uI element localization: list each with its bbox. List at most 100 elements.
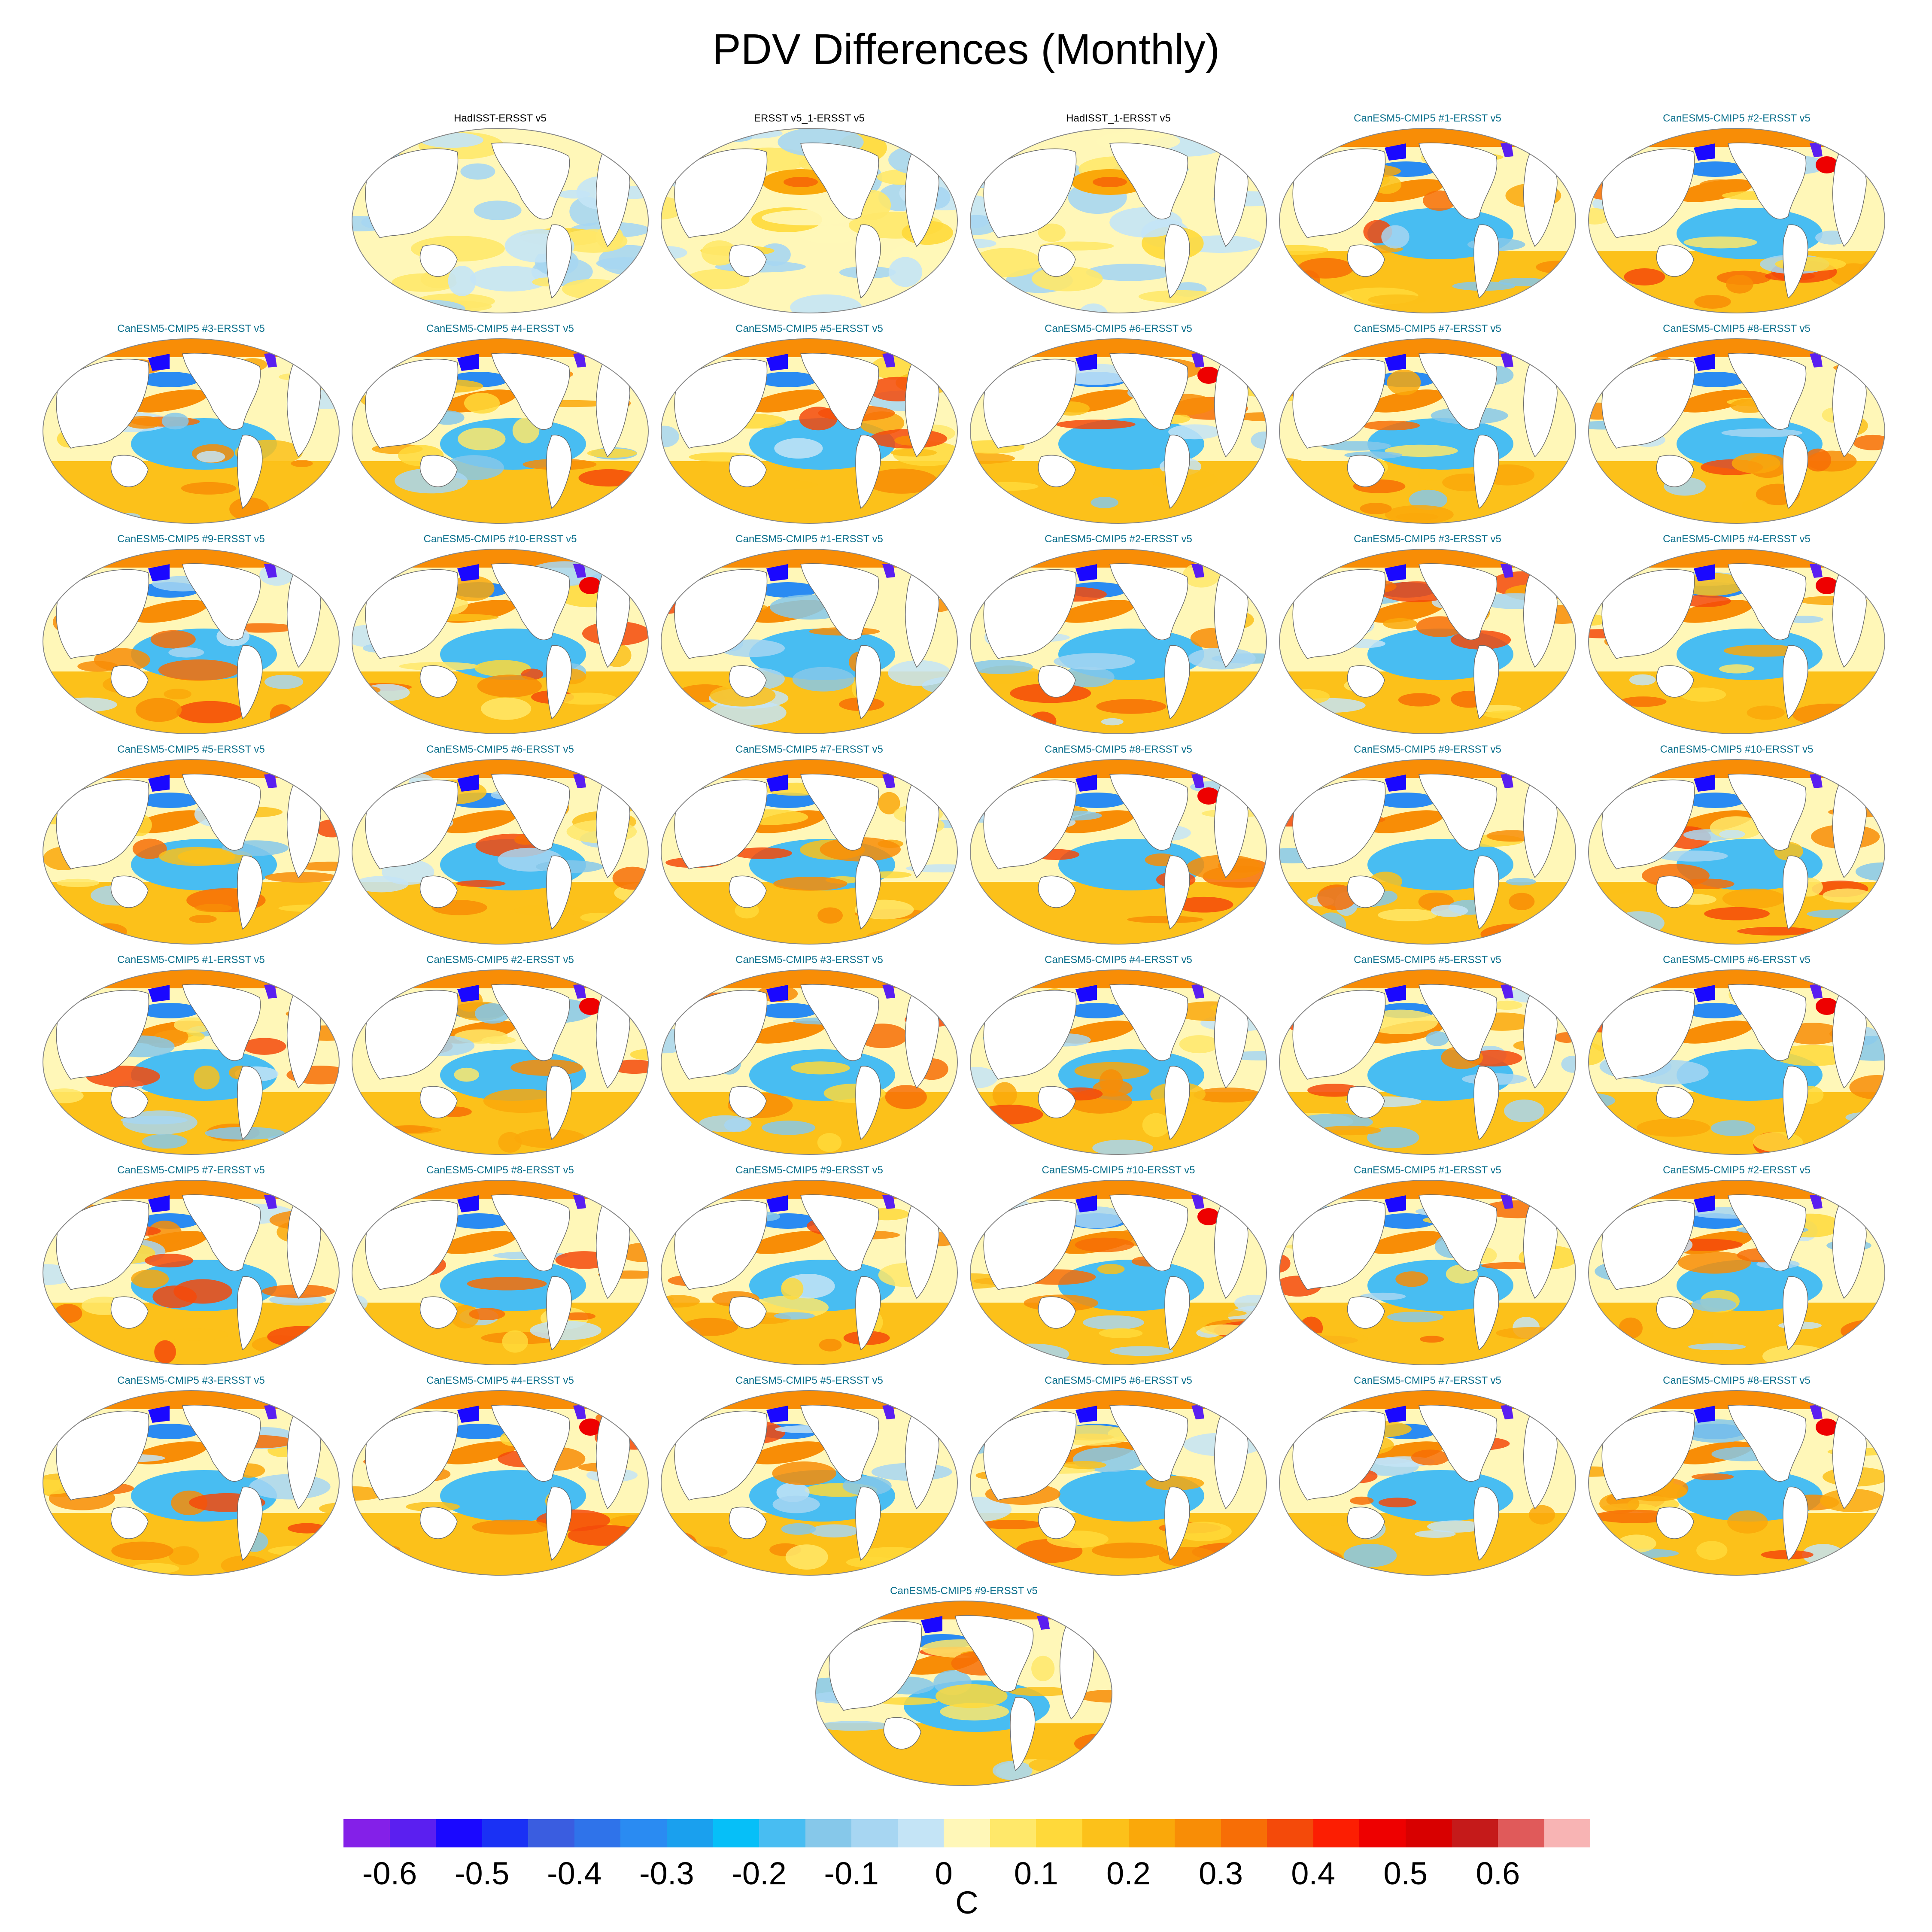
continents <box>983 563 1249 720</box>
colorbar-tick-label: -0.4 <box>547 1856 602 1891</box>
map-panel: CanESM5-CMIP5 #4-ERSST v5 <box>1586 533 1887 739</box>
sst-field <box>352 1391 648 1575</box>
sst-difference-map <box>970 969 1267 1155</box>
colorbar-swatch <box>1313 1819 1360 1847</box>
maps-grid: HadISST-ERSST v5 ERSST v5_1-ERSST v5 HadIS… <box>41 112 1887 1786</box>
map-panel: CanESM5-CMIP5 #1-ERSST v5 <box>41 954 341 1160</box>
colorbar-swatch <box>1498 1819 1544 1847</box>
colorbar-tick-label: -0.3 <box>639 1856 694 1891</box>
sst-field <box>661 759 957 944</box>
continents <box>365 1405 630 1561</box>
sst-difference-map <box>43 969 340 1155</box>
map-panel: CanESM5-CMIP5 #3-ERSST v5 <box>41 323 341 529</box>
sst-field <box>1589 759 1885 944</box>
sst-difference-map <box>1279 1390 1576 1576</box>
map-panel-title: CanESM5-CMIP5 #9-ERSST v5 <box>890 1585 1038 1597</box>
sst-field <box>1279 339 1576 523</box>
map-panel: CanESM5-CMIP5 #7-ERSST v5 <box>659 744 960 950</box>
continents <box>1601 353 1867 509</box>
sst-field <box>661 339 957 523</box>
continents <box>983 143 1249 299</box>
colorbar-tick-label: 0.6 <box>1476 1856 1520 1891</box>
continents <box>983 353 1249 509</box>
map-panel: CanESM5-CMIP5 #1-ERSST v5 <box>1277 112 1578 319</box>
map-panel: CanESM5-CMIP5 #7-ERSST v5 <box>1277 323 1578 529</box>
sst-difference-map <box>1279 549 1576 734</box>
map-panel: CanESM5-CMIP5 #8-ERSST v5 <box>1586 323 1887 529</box>
map-panel: CanESM5-CMIP5 #10-ERSST v5 <box>1586 744 1887 950</box>
sst-field <box>970 759 1267 944</box>
colorbar-swatch <box>851 1819 898 1847</box>
map-panel-title: CanESM5-CMIP5 #3-ERSST v5 <box>1354 533 1501 545</box>
sst-field <box>661 1391 957 1575</box>
map-panel: HadISST-ERSST v5 <box>350 112 650 319</box>
map-panel-title: CanESM5-CMIP5 #5-ERSST v5 <box>735 323 883 334</box>
sst-difference-map <box>1588 1180 1885 1365</box>
map-panel-title: CanESM5-CMIP5 #3-ERSST v5 <box>735 954 883 966</box>
continents <box>1601 1405 1867 1561</box>
sst-field <box>1279 1180 1576 1365</box>
continents <box>983 774 1249 930</box>
colorbar-tick-label: 0.5 <box>1383 1856 1428 1891</box>
map-panel-title: HadISST-ERSST v5 <box>454 112 547 124</box>
sst-difference-map <box>1588 128 1885 313</box>
map-panel-title: CanESM5-CMIP5 #6-ERSST v5 <box>1045 1375 1192 1386</box>
map-panel: CanESM5-CMIP5 #8-ERSST v5 <box>1586 1375 1887 1581</box>
colorbar-swatch <box>528 1819 574 1847</box>
continents <box>1292 143 1558 299</box>
colorbar-swatch <box>1544 1819 1591 1847</box>
sst-difference-map <box>661 338 958 524</box>
sst-field <box>970 549 1267 734</box>
map-panel-title: CanESM5-CMIP5 #7-ERSST v5 <box>1354 1375 1501 1386</box>
sst-difference-map <box>43 759 340 945</box>
colorbar-swatch <box>1452 1819 1498 1847</box>
continents <box>365 143 630 299</box>
colorbar-swatch <box>1175 1819 1221 1847</box>
map-panel-title: CanESM5-CMIP5 #10-ERSST v5 <box>1660 744 1814 755</box>
sst-difference-map <box>661 1180 958 1365</box>
sst-difference-map <box>661 549 958 734</box>
map-panel-title: CanESM5-CMIP5 #5-ERSST v5 <box>1354 954 1501 966</box>
colorbar-swatch <box>666 1819 713 1847</box>
sst-difference-map <box>1588 969 1885 1155</box>
sst-field <box>352 970 648 1154</box>
colorbar-swatch <box>713 1819 759 1847</box>
map-panel: CanESM5-CMIP5 #4-ERSST v5 <box>968 954 1269 1160</box>
map-panel-title: CanESM5-CMIP5 #1-ERSST v5 <box>1354 112 1501 124</box>
map-panel: CanESM5-CMIP5 #5-ERSST v5 <box>41 744 341 950</box>
sst-difference-map <box>1588 549 1885 734</box>
sst-field <box>661 128 957 313</box>
sst-difference-map <box>1279 338 1576 524</box>
map-panel-title: CanESM5-CMIP5 #6-ERSST v5 <box>1045 323 1192 334</box>
map-panel: CanESM5-CMIP5 #1-ERSST v5 <box>1277 1164 1578 1370</box>
sst-field <box>352 759 648 944</box>
map-panel-title: CanESM5-CMIP5 #4-ERSST v5 <box>1663 533 1810 545</box>
sst-difference-map <box>970 549 1267 734</box>
sst-difference-map <box>43 549 340 734</box>
sst-field <box>1589 970 1885 1154</box>
sst-field <box>661 1180 957 1365</box>
sst-difference-map <box>1279 1180 1576 1365</box>
map-panel: CanESM5-CMIP5 #4-ERSST v5 <box>350 1375 650 1581</box>
map-panel-title: CanESM5-CMIP5 #8-ERSST v5 <box>1663 1375 1810 1386</box>
map-panel: CanESM5-CMIP5 #2-ERSST v5 <box>968 533 1269 739</box>
colorbar-tick-label: 0.2 <box>1106 1856 1151 1891</box>
sst-field <box>1279 1391 1576 1575</box>
colorbar-unit: C <box>955 1885 978 1920</box>
sst-field <box>1589 549 1885 734</box>
sst-field <box>1279 759 1576 944</box>
map-panel-title: CanESM5-CMIP5 #7-ERSST v5 <box>1354 323 1501 334</box>
continents <box>1292 984 1558 1140</box>
colorbar-tick-label: -0.5 <box>454 1856 510 1891</box>
map-panel: CanESM5-CMIP5 #9-ERSST v5 <box>41 533 341 739</box>
sst-field <box>970 1180 1267 1365</box>
colorbar-swatch <box>1405 1819 1452 1847</box>
map-panel-title: CanESM5-CMIP5 #4-ERSST v5 <box>426 1375 574 1386</box>
map-panel: CanESM5-CMIP5 #2-ERSST v5 <box>1586 1164 1887 1370</box>
sst-field <box>352 1180 648 1365</box>
sst-field <box>43 1391 339 1575</box>
continents <box>56 563 321 720</box>
sst-difference-map <box>1588 338 1885 524</box>
map-panel-title: CanESM5-CMIP5 #3-ERSST v5 <box>117 323 265 334</box>
continents <box>674 563 939 720</box>
